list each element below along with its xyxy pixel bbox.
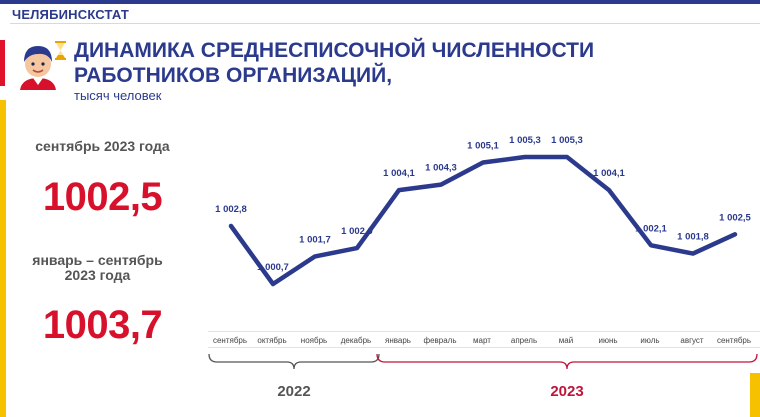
data-label: 1 004,3 — [425, 163, 457, 174]
year-group-label: 2022 — [277, 383, 310, 400]
year-group-label: 2023 — [550, 383, 583, 400]
data-label: 1 004,1 — [593, 168, 625, 179]
data-label: 1 001,8 — [677, 232, 709, 243]
page-subtitle: тысяч человек — [74, 88, 162, 103]
x-tick-label: июнь — [598, 336, 617, 345]
stat-value-jan-sep: 1003,7 — [42, 303, 163, 347]
corner-accent-bar — [750, 373, 760, 417]
x-tick-label: сентябрь — [213, 336, 247, 345]
x-tick-label: январь — [385, 336, 411, 345]
stat-value-september: 1002,5 — [42, 175, 163, 219]
year-bracket — [376, 353, 758, 370]
data-label: 1 005,1 — [467, 141, 499, 152]
x-tick-label: декабрь — [341, 336, 371, 345]
header-divider — [10, 23, 760, 24]
data-label: 1 002,8 — [215, 204, 247, 215]
data-label: 1 005,3 — [551, 135, 583, 146]
side-accent-bar — [0, 100, 6, 417]
x-tick-label: май — [559, 336, 573, 345]
x-tick-label: август — [680, 336, 704, 345]
organization-name: ЧЕЛЯБИНСКСТАТ — [12, 7, 129, 22]
stat-label-september: сентябрь 2023 года — [35, 138, 170, 154]
data-label: 1 000,7 — [257, 262, 289, 273]
x-tick-label: март — [473, 336, 491, 345]
x-tick-label: апрель — [511, 336, 537, 345]
x-tick-label: июль — [640, 336, 659, 345]
top-bar — [0, 0, 760, 4]
data-label: 1 004,1 — [383, 168, 415, 179]
data-label: 1 002,5 — [719, 212, 751, 223]
x-tick-label: февраль — [423, 336, 456, 345]
data-label: 1 002,0 — [341, 226, 373, 237]
x-tick-label: сентябрь — [717, 336, 751, 345]
series-line — [228, 154, 738, 287]
title-accent-bar — [0, 40, 5, 86]
stat-label-jan-sep: январь – сентябрь 2023 года — [32, 252, 163, 283]
hourglass-icon — [55, 41, 66, 60]
data-label: 1 002,1 — [635, 223, 667, 234]
x-axis-band-top — [208, 331, 760, 332]
year-bracket — [208, 353, 380, 370]
page-title: ДИНАМИКА СРЕДНЕСПИСОЧНОЙ ЧИСЛЕННОСТИ РАБ… — [74, 39, 595, 87]
data-label: 1 001,7 — [299, 234, 331, 245]
x-tick-label: ноябрь — [301, 336, 327, 345]
x-tick-label: октябрь — [257, 336, 286, 345]
person-avatar-icon — [20, 41, 66, 90]
x-axis-band-bottom — [208, 347, 760, 348]
data-label: 1 005,3 — [509, 135, 541, 146]
